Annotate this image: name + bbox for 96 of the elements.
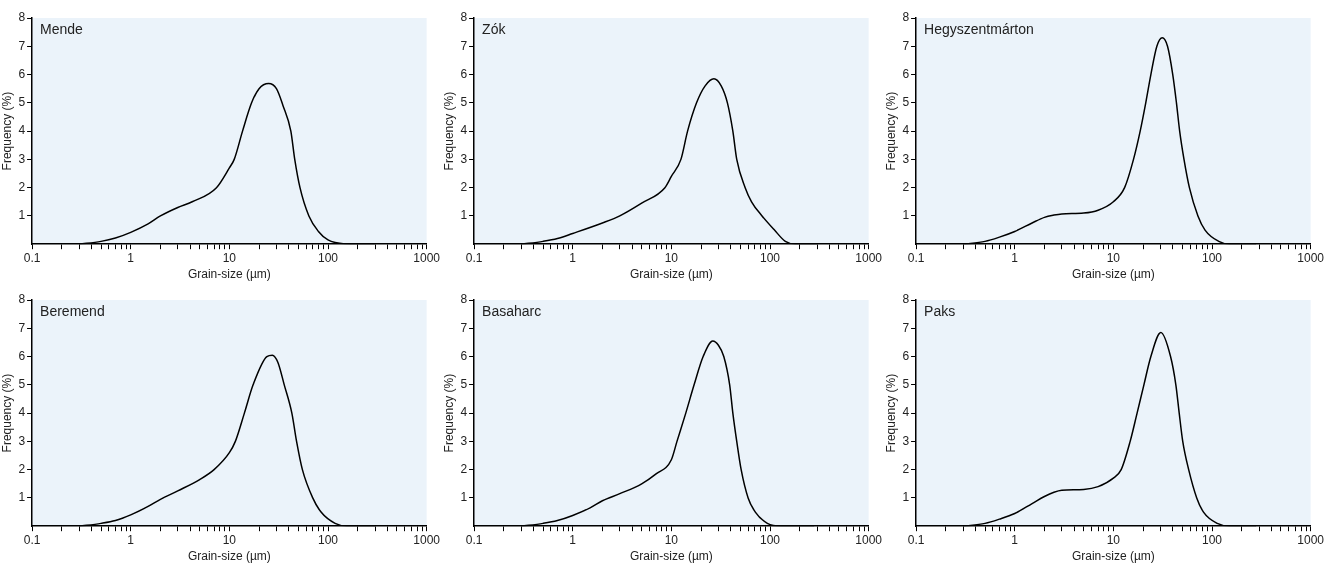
chart-title: Zók <box>482 20 507 37</box>
y-tick-label: 2 <box>460 179 468 194</box>
x-tick-label: 1000 <box>413 250 441 265</box>
y-axis-title: Frequency (%) <box>0 91 14 171</box>
y-tick-label: 4 <box>902 405 910 420</box>
y-tick-label: 7 <box>18 38 26 53</box>
y-tick-label: 5 <box>460 377 468 392</box>
x-tick-label: 1 <box>127 250 135 265</box>
y-tick-label: 8 <box>18 10 26 25</box>
x-tick-label: 10 <box>222 250 237 265</box>
y-tick-label: 2 <box>460 461 468 476</box>
y-tick-label: 8 <box>460 292 468 307</box>
y-tick-label: 4 <box>902 123 910 138</box>
x-tick-label: 100 <box>759 250 781 265</box>
chart-title: Basaharc <box>482 302 542 319</box>
x-tick-label: 0.1 <box>907 250 925 265</box>
x-tick-label: 100 <box>759 532 781 547</box>
chart-title: Beremend <box>40 302 105 319</box>
x-tick-label: 10 <box>222 532 237 547</box>
y-tick-label: 4 <box>460 405 468 420</box>
x-tick-label: 0.1 <box>465 532 483 547</box>
y-tick-label: 4 <box>460 123 468 138</box>
x-tick-label: 1 <box>569 250 577 265</box>
y-tick-label: 8 <box>902 10 910 25</box>
y-tick-label: 1 <box>902 208 910 223</box>
x-axis-title: Grain-size (µm) <box>629 549 713 564</box>
y-tick-label: 3 <box>460 433 468 448</box>
x-tick-label: 1000 <box>1297 250 1325 265</box>
y-axis-title: Frequency (%) <box>441 91 456 171</box>
x-tick-label: 0.1 <box>907 532 925 547</box>
y-tick-label: 2 <box>18 179 26 194</box>
y-tick-label: 5 <box>18 95 26 110</box>
y-tick-label: 8 <box>460 10 468 25</box>
y-tick-label: 3 <box>18 151 26 166</box>
x-tick-label: 10 <box>664 250 679 265</box>
y-tick-label: 2 <box>902 179 910 194</box>
y-tick-label: 6 <box>902 348 910 363</box>
x-tick-label: 1000 <box>1297 532 1325 547</box>
x-tick-label: 1 <box>1011 532 1019 547</box>
y-tick-label: 2 <box>18 461 26 476</box>
x-tick-label: 1000 <box>855 250 883 265</box>
x-tick-label: 1000 <box>855 532 883 547</box>
x-tick-label: 100 <box>317 532 339 547</box>
y-tick-label: 8 <box>902 292 910 307</box>
y-tick-label: 7 <box>460 320 468 335</box>
y-tick-label: 3 <box>18 433 26 448</box>
y-tick-label: 3 <box>902 151 910 166</box>
x-tick-label: 1 <box>569 532 577 547</box>
y-tick-label: 1 <box>902 490 910 505</box>
y-tick-label: 5 <box>902 377 910 392</box>
x-tick-label: 100 <box>1201 250 1223 265</box>
x-tick-label: 10 <box>1106 532 1121 547</box>
y-axis-title: Frequency (%) <box>883 91 898 171</box>
x-tick-label: 10 <box>664 532 679 547</box>
y-tick-label: 1 <box>460 490 468 505</box>
x-tick-label: 1 <box>127 532 135 547</box>
y-tick-label: 6 <box>18 66 26 81</box>
y-tick-label: 5 <box>18 377 26 392</box>
y-tick-label: 5 <box>902 95 910 110</box>
y-tick-label: 2 <box>902 461 910 476</box>
y-axis-title: Frequency (%) <box>441 373 456 453</box>
y-tick-label: 3 <box>902 433 910 448</box>
y-tick-label: 5 <box>460 95 468 110</box>
x-axis-title: Grain-size (µm) <box>187 267 271 282</box>
y-tick-label: 1 <box>18 490 26 505</box>
y-tick-label: 3 <box>460 151 468 166</box>
x-tick-label: 10 <box>1106 250 1121 265</box>
y-tick-label: 7 <box>902 320 910 335</box>
y-tick-label: 4 <box>18 123 26 138</box>
y-tick-label: 1 <box>18 208 26 223</box>
y-tick-label: 1 <box>460 208 468 223</box>
y-axis-title: Frequency (%) <box>0 373 14 453</box>
x-tick-label: 0.1 <box>23 532 41 547</box>
chart-title: Hegyszentmárton <box>924 20 1034 37</box>
y-tick-label: 6 <box>18 348 26 363</box>
y-tick-label: 8 <box>18 292 26 307</box>
x-axis-title: Grain-size (µm) <box>1071 267 1155 282</box>
y-tick-label: 7 <box>902 38 910 53</box>
y-tick-label: 6 <box>902 66 910 81</box>
y-tick-label: 7 <box>460 38 468 53</box>
x-axis-title: Grain-size (µm) <box>187 549 271 564</box>
x-axis-title: Grain-size (µm) <box>1071 549 1155 564</box>
chart-title: Mende <box>40 20 84 37</box>
x-tick-label: 1 <box>1011 250 1019 265</box>
x-tick-label: 0.1 <box>23 250 41 265</box>
x-tick-label: 1000 <box>413 532 441 547</box>
y-tick-label: 6 <box>460 348 468 363</box>
chart-title: Paks <box>924 302 956 319</box>
y-tick-label: 7 <box>18 320 26 335</box>
x-tick-label: 100 <box>1201 532 1223 547</box>
x-axis-title: Grain-size (µm) <box>629 267 713 282</box>
y-tick-label: 6 <box>460 66 468 81</box>
x-tick-label: 100 <box>317 250 339 265</box>
y-axis-title: Frequency (%) <box>883 373 898 453</box>
x-tick-label: 0.1 <box>465 250 483 265</box>
y-tick-label: 4 <box>18 405 26 420</box>
